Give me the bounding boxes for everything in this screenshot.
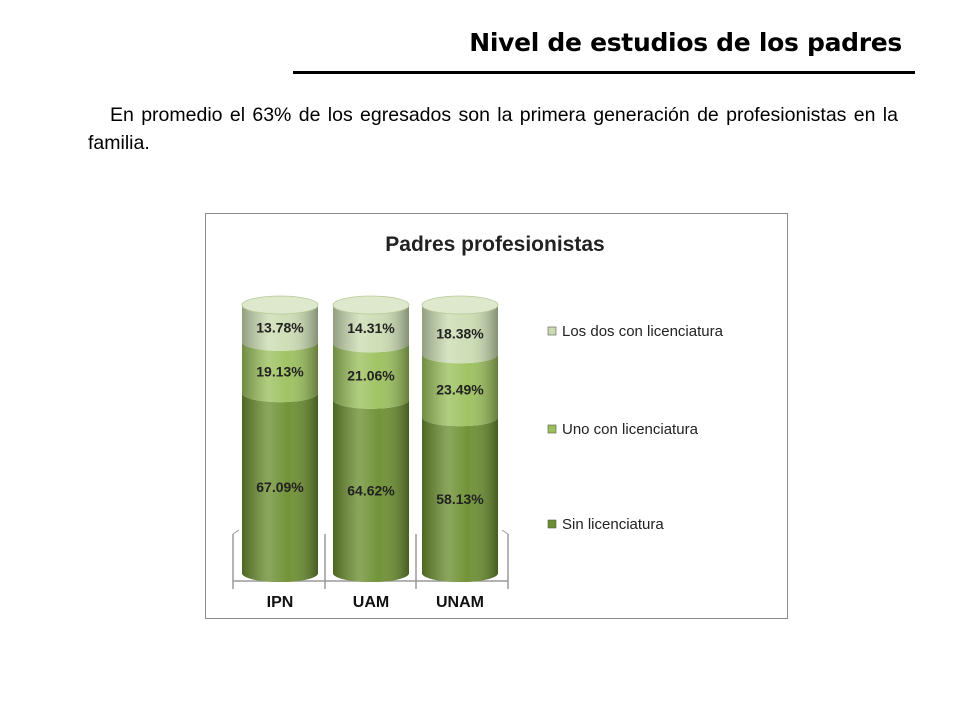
legend-label: Sin licenciatura	[562, 516, 664, 533]
bar-segment-shade	[242, 341, 318, 403]
bar-segment-shade	[422, 354, 498, 427]
legend-label: Los dos con licenciatura	[562, 323, 724, 340]
data-label: 23.49%	[436, 382, 484, 398]
data-label: 13.78%	[256, 319, 304, 335]
legend-item: Los dos con licenciatura	[547, 323, 724, 340]
cylinder-top-cap	[421, 295, 499, 315]
bar-segment-shade	[422, 305, 498, 364]
category-label: UAM	[353, 594, 389, 611]
bar-segment-shade	[333, 343, 409, 409]
axis-depth-edge	[232, 529, 240, 535]
data-label: 18.38%	[436, 326, 484, 342]
title-underline	[293, 71, 915, 74]
legend-label: Uno con licenciatura	[562, 421, 699, 438]
bar-segment-shade	[242, 393, 318, 582]
chart-frame: Padres profesionistas 67.09% 19.13% 13.78%…	[205, 213, 788, 619]
cylinder-bar-unam: 58.13% 23.49% 18.38% UNAM	[421, 295, 499, 611]
legend-swatch	[547, 424, 557, 434]
page-title: Nivel de estudios de los padres	[469, 28, 902, 57]
legend-item: Uno con licenciatura	[547, 421, 699, 438]
bar-segment-shade	[242, 305, 318, 351]
bar-segment-shade	[422, 417, 498, 582]
intro-paragraph: En promedio el 63% de los egresados son …	[88, 104, 898, 154]
category-label: UNAM	[436, 594, 484, 611]
data-label: 21.06%	[347, 368, 395, 384]
legend-item: Sin licenciatura	[547, 516, 664, 533]
legend-swatch	[547, 326, 557, 336]
cylinder-bar-ipn: 67.09% 19.13% 13.78% IPN	[241, 295, 319, 611]
data-label: 14.31%	[347, 320, 395, 336]
cylinder-top-cap	[241, 295, 319, 315]
data-label: 64.62%	[347, 482, 395, 498]
bar-segment-shade	[333, 399, 409, 582]
axis-depth-edge	[501, 529, 509, 535]
category-label: IPN	[267, 594, 294, 611]
cylinder-top-cap	[332, 295, 410, 315]
legend-swatch	[547, 519, 557, 529]
cylinder-bar-uam: 64.62% 21.06% 14.31% UAM	[332, 295, 410, 611]
data-label: 67.09%	[256, 479, 304, 495]
chart-title: Padres profesionistas	[385, 233, 604, 256]
stacked-cylinder-chart: Padres profesionistas 67.09% 19.13% 13.78%…	[232, 233, 724, 611]
data-label: 58.13%	[436, 491, 484, 507]
data-label: 19.13%	[256, 364, 304, 380]
bar-segment-shade	[333, 305, 409, 353]
